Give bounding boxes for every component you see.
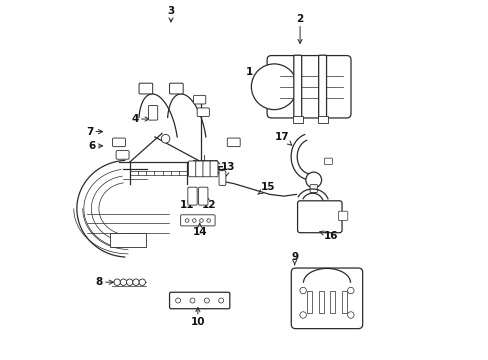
Text: 13: 13 <box>221 162 235 176</box>
Bar <box>306 291 311 313</box>
Bar <box>317 116 327 123</box>
Circle shape <box>218 298 223 303</box>
FancyBboxPatch shape <box>139 83 152 94</box>
Circle shape <box>204 298 209 303</box>
FancyBboxPatch shape <box>318 55 326 118</box>
Circle shape <box>185 219 188 222</box>
FancyBboxPatch shape <box>197 108 209 117</box>
Circle shape <box>305 172 321 188</box>
Text: 1: 1 <box>246 67 256 90</box>
Circle shape <box>199 219 203 222</box>
Circle shape <box>347 287 353 294</box>
Bar <box>318 291 323 313</box>
Bar <box>292 116 302 123</box>
Circle shape <box>299 287 306 294</box>
Circle shape <box>299 312 306 318</box>
Text: 4: 4 <box>131 114 149 124</box>
FancyBboxPatch shape <box>110 233 145 247</box>
Circle shape <box>126 279 133 285</box>
Bar <box>341 291 346 313</box>
FancyBboxPatch shape <box>219 171 225 185</box>
FancyBboxPatch shape <box>195 161 203 177</box>
Text: 10: 10 <box>190 307 204 327</box>
Text: 5: 5 <box>215 161 223 176</box>
FancyBboxPatch shape <box>309 185 317 193</box>
FancyBboxPatch shape <box>297 201 341 233</box>
FancyBboxPatch shape <box>116 150 129 159</box>
Circle shape <box>139 279 145 285</box>
FancyBboxPatch shape <box>188 161 196 177</box>
Circle shape <box>114 279 120 285</box>
Text: 14: 14 <box>192 223 206 237</box>
FancyBboxPatch shape <box>210 161 218 177</box>
FancyBboxPatch shape <box>193 95 205 104</box>
Text: 15: 15 <box>257 182 274 194</box>
Text: 7: 7 <box>86 127 102 136</box>
Circle shape <box>175 298 180 303</box>
Text: 12: 12 <box>201 196 215 210</box>
Circle shape <box>347 312 353 318</box>
Circle shape <box>192 219 196 222</box>
FancyBboxPatch shape <box>291 268 362 329</box>
Text: 6: 6 <box>88 141 102 151</box>
Text: 17: 17 <box>274 132 291 145</box>
FancyBboxPatch shape <box>198 187 207 205</box>
FancyBboxPatch shape <box>227 138 240 147</box>
FancyBboxPatch shape <box>112 138 125 147</box>
FancyBboxPatch shape <box>203 161 210 177</box>
Text: 9: 9 <box>290 252 298 265</box>
Circle shape <box>251 64 297 110</box>
Text: 3: 3 <box>167 6 174 22</box>
Text: 2: 2 <box>296 14 303 44</box>
Circle shape <box>190 298 195 303</box>
Text: 11: 11 <box>180 196 194 210</box>
Text: 8: 8 <box>96 277 113 287</box>
Circle shape <box>120 279 126 285</box>
FancyBboxPatch shape <box>169 83 183 94</box>
FancyBboxPatch shape <box>148 105 158 120</box>
FancyBboxPatch shape <box>338 211 347 221</box>
FancyBboxPatch shape <box>324 158 332 165</box>
Circle shape <box>161 134 169 143</box>
Circle shape <box>133 279 139 285</box>
FancyBboxPatch shape <box>187 187 197 205</box>
Circle shape <box>206 219 210 222</box>
Bar <box>330 291 335 313</box>
FancyBboxPatch shape <box>180 215 215 226</box>
FancyBboxPatch shape <box>293 55 301 118</box>
FancyBboxPatch shape <box>169 292 229 309</box>
FancyBboxPatch shape <box>266 55 350 118</box>
Text: 16: 16 <box>319 231 337 240</box>
